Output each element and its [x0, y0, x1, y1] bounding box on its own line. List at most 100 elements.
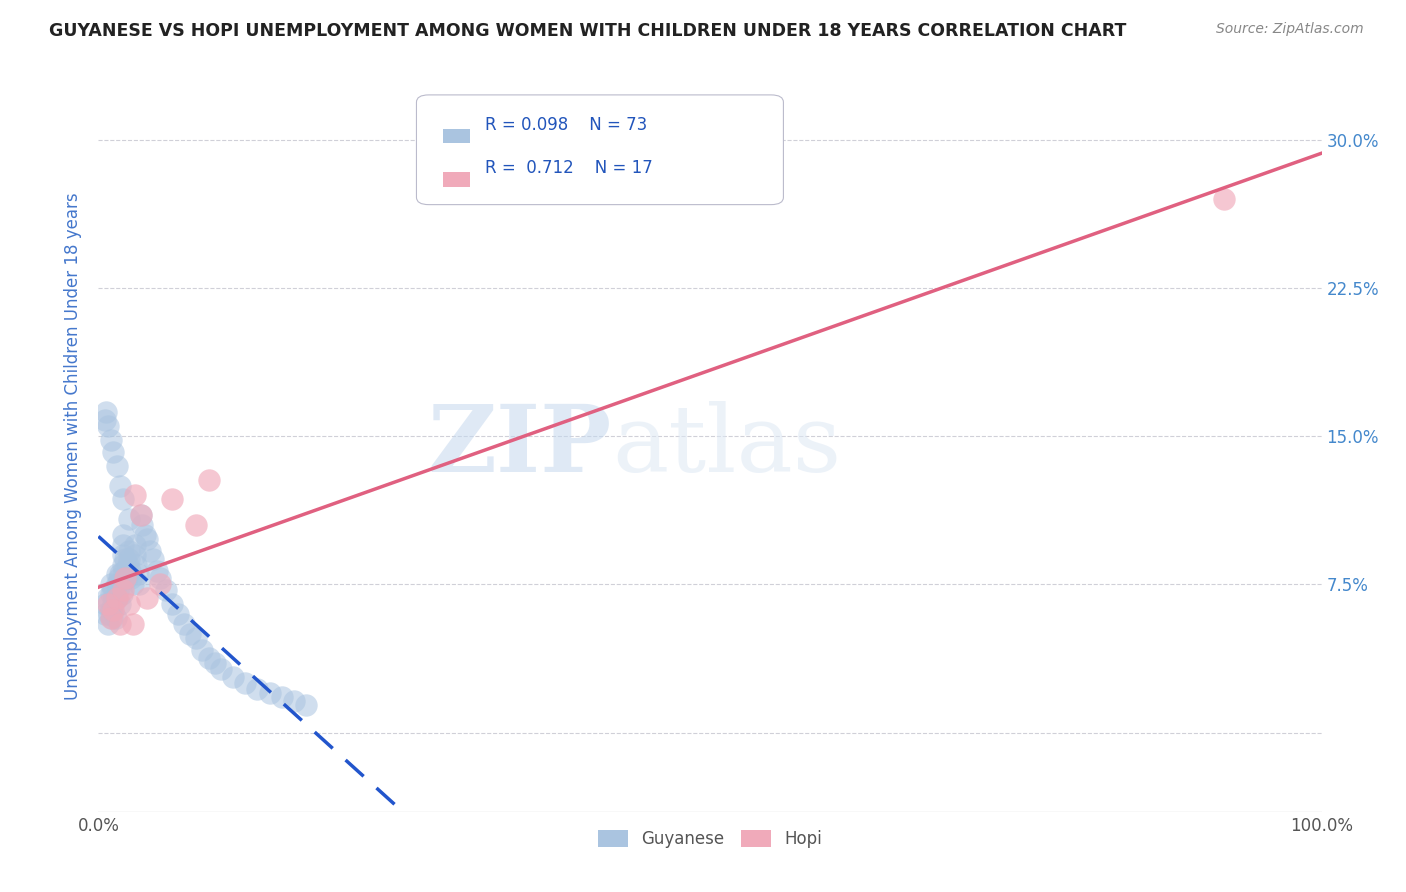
Point — [283, 694, 305, 708]
Point — [93, 597, 115, 611]
Point — [173, 616, 195, 631]
Point — [110, 597, 132, 611]
Point — [129, 508, 152, 523]
Text: R = 0.098    N = 73: R = 0.098 N = 73 — [485, 116, 647, 134]
Text: atlas: atlas — [612, 401, 841, 491]
Point — [197, 650, 219, 665]
Point — [104, 611, 127, 625]
Point — [121, 577, 143, 591]
Point — [105, 567, 128, 582]
Point — [108, 571, 131, 585]
Point — [97, 419, 120, 434]
Point — [118, 543, 141, 558]
Point — [259, 686, 281, 700]
Point — [117, 558, 139, 572]
Point — [160, 597, 183, 611]
FancyBboxPatch shape — [443, 128, 470, 144]
Point — [114, 571, 136, 585]
Point — [121, 616, 143, 631]
Point — [222, 670, 245, 684]
Point — [107, 583, 129, 598]
Point — [111, 583, 134, 598]
Point — [93, 413, 115, 427]
Point — [124, 548, 146, 562]
Point — [118, 551, 141, 566]
Point — [146, 564, 169, 578]
Text: ZIP: ZIP — [427, 401, 612, 491]
Point — [167, 607, 190, 621]
Point — [110, 616, 132, 631]
Point — [233, 676, 256, 690]
Text: Source: ZipAtlas.com: Source: ZipAtlas.com — [1216, 22, 1364, 37]
Point — [115, 571, 138, 585]
Point — [124, 538, 146, 552]
Point — [111, 492, 134, 507]
Point — [101, 583, 124, 598]
Point — [111, 528, 134, 542]
Point — [112, 564, 135, 578]
Point — [105, 577, 128, 591]
Point — [111, 538, 134, 552]
Point — [186, 631, 208, 645]
Point — [98, 607, 121, 621]
Point — [160, 492, 183, 507]
Point — [101, 597, 124, 611]
Point — [124, 488, 146, 502]
Point — [149, 577, 172, 591]
Point — [100, 433, 122, 447]
Point — [97, 616, 120, 631]
Point — [105, 458, 128, 473]
Point — [105, 591, 128, 606]
FancyBboxPatch shape — [443, 172, 470, 186]
Point — [96, 591, 118, 606]
Point — [186, 518, 208, 533]
Point — [103, 591, 125, 606]
Point — [111, 548, 134, 562]
Point — [1212, 192, 1234, 206]
Point — [100, 611, 122, 625]
Point — [120, 571, 142, 585]
Text: R =  0.712    N = 17: R = 0.712 N = 17 — [485, 159, 652, 177]
Point — [114, 551, 136, 566]
Point — [246, 682, 269, 697]
Point — [155, 583, 177, 598]
Text: GUYANESE VS HOPI UNEMPLOYMENT AMONG WOMEN WITH CHILDREN UNDER 18 YEARS CORRELATI: GUYANESE VS HOPI UNEMPLOYMENT AMONG WOME… — [49, 22, 1126, 40]
Point — [142, 551, 165, 566]
Point — [120, 564, 142, 578]
Point — [111, 587, 134, 601]
Point — [101, 603, 124, 617]
Point — [101, 611, 124, 625]
Point — [197, 473, 219, 487]
Point — [149, 571, 172, 585]
Point — [127, 567, 149, 582]
Point — [111, 558, 134, 572]
Point — [100, 587, 122, 601]
Point — [105, 591, 128, 606]
Point — [100, 577, 122, 591]
Point — [118, 597, 141, 611]
Point — [191, 642, 214, 657]
Point — [209, 662, 232, 676]
Point — [134, 528, 156, 542]
FancyBboxPatch shape — [416, 95, 783, 204]
Point — [97, 597, 120, 611]
Point — [128, 577, 150, 591]
Point — [93, 607, 115, 621]
Point — [101, 445, 124, 459]
Point — [118, 512, 141, 526]
Point — [136, 591, 159, 606]
Point — [100, 603, 122, 617]
Point — [125, 558, 148, 572]
Point — [110, 567, 132, 582]
Point — [204, 657, 226, 671]
Point — [136, 532, 159, 546]
Point — [129, 508, 152, 523]
Point — [295, 698, 318, 712]
Y-axis label: Unemployment Among Women with Children Under 18 years: Unemployment Among Women with Children U… — [65, 192, 83, 700]
Point — [94, 405, 117, 419]
Point — [270, 690, 294, 704]
Legend: Guyanese, Hopi: Guyanese, Hopi — [592, 823, 828, 855]
Point — [179, 627, 201, 641]
Point — [110, 478, 132, 492]
Point — [131, 518, 153, 533]
